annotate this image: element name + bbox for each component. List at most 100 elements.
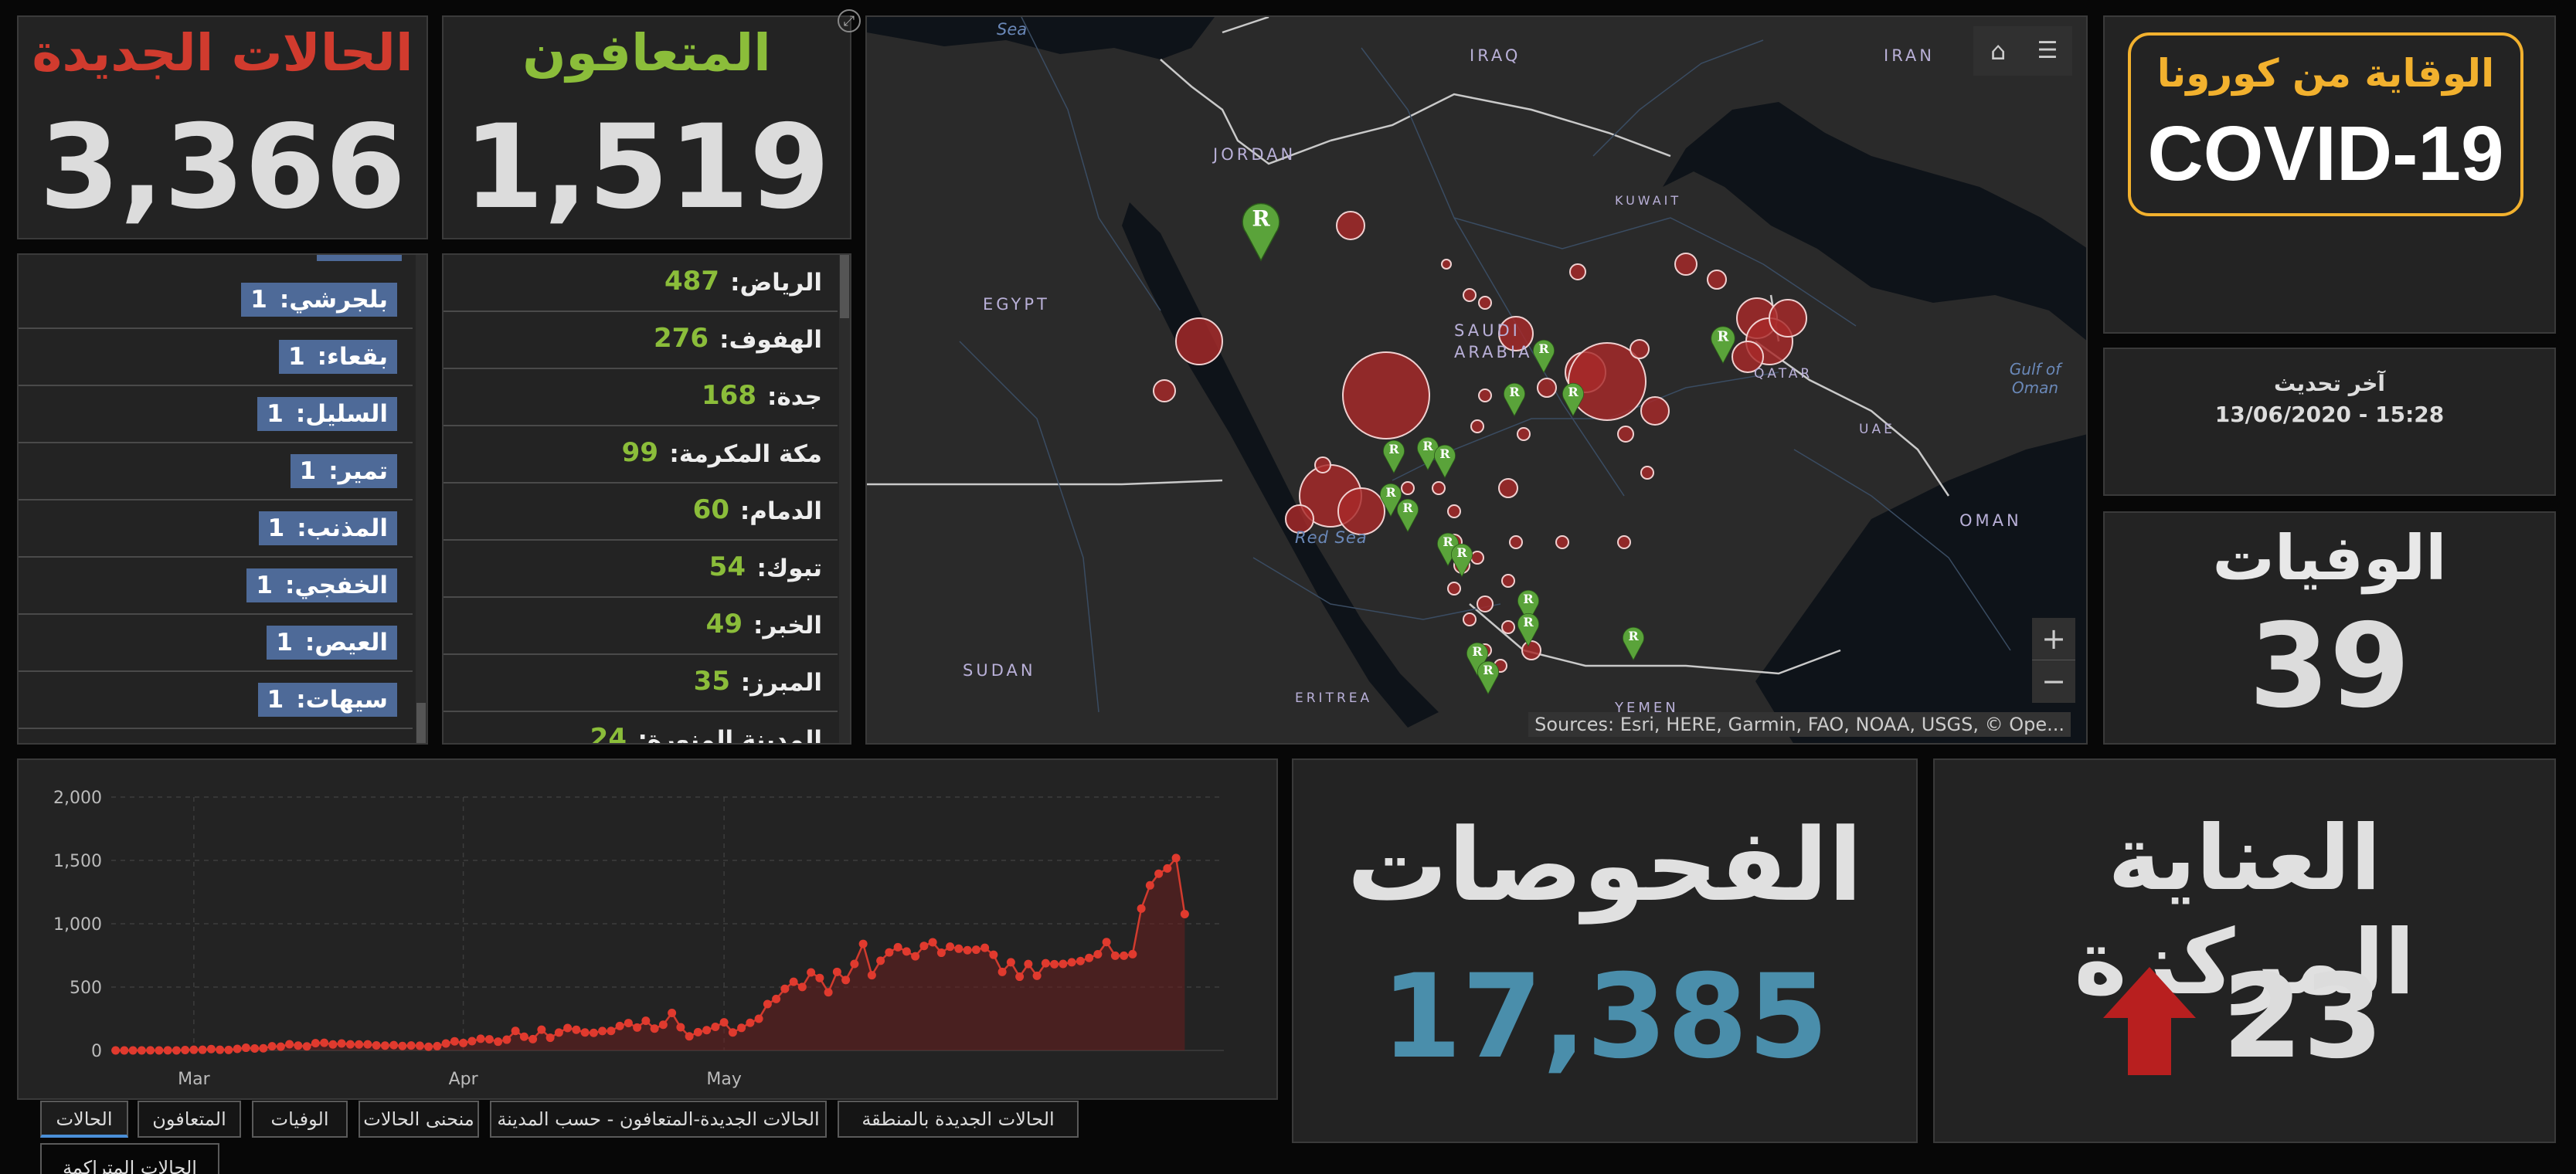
zoom-out-button[interactable]: − [2041,664,2066,698]
list-item[interactable]: تبوك: 54 [443,541,838,598]
case-circle[interactable] [1447,582,1461,595]
case-circle[interactable] [1707,270,1727,290]
recovery-marker[interactable]: R [1451,543,1473,578]
case-circle[interactable] [1509,535,1523,549]
icu-panel: العناية المركزة 23 [1933,758,2556,1143]
recovery-marker[interactable]: R [1517,589,1539,624]
case-circle[interactable] [1617,426,1634,443]
case-circle[interactable] [1470,551,1484,565]
left-list[interactable]: بلجرشي: 1 بقعاء: 1 السليل: 1 تمير: 1 المذنب: 1 الخ… [19,272,413,745]
list-item[interactable]: السليل: 1 [19,386,413,443]
right-list[interactable]: الرياض: 487 الهفوف: 276 جدة: 168 مكة المكرمة: 9… [443,255,838,743]
case-circle[interactable] [1463,612,1477,626]
recovery-marker[interactable]: R [1504,382,1525,417]
tab-5[interactable]: الحالات الجديدة بالمنطقة [838,1101,1079,1138]
tab-4[interactable]: الحالات الجديدة-المتعافون - حسب المدينة [490,1101,827,1138]
mediterranean-water [867,17,1215,59]
recovery-marker[interactable]: R [1380,483,1402,517]
tab-2[interactable]: الوفيات [252,1101,348,1138]
case-circle[interactable] [1336,211,1365,240]
recovery-marker[interactable]: R [1466,642,1488,677]
case-circle[interactable] [1640,396,1670,426]
left-list-scrollbar[interactable] [416,255,427,743]
list-item[interactable]: المذنب: 1 [19,500,413,558]
case-circle[interactable] [1285,504,1314,534]
x-tick-label: May [706,1070,741,1089]
tab-3[interactable]: منحنى الحالات [359,1101,479,1138]
tab-1[interactable]: المتعافون [138,1101,241,1138]
data-point [294,1041,303,1050]
zoom-in-button[interactable]: + [2032,618,2075,660]
recovery-marker[interactable]: R [1711,326,1735,365]
case-circle[interactable] [1470,419,1484,433]
list-item[interactable]: الخبر: 49 [443,598,838,655]
case-circle[interactable] [1617,535,1631,549]
case-circle[interactable] [1517,427,1531,441]
case-circle[interactable] [1441,259,1452,270]
legend-list-icon[interactable]: ☰ [2037,37,2058,64]
case-circle[interactable] [1401,481,1415,495]
list-item[interactable]: تمير: 1 [19,443,413,500]
daily-cases-chart[interactable]: 0 500 1,000 1,500 2,000 Mar Apr May [19,760,1276,1098]
map-attribution[interactable]: Sources: Esri, HERE, Garmin, FAO, NOAA, … [1528,712,2071,737]
case-circle[interactable] [1569,263,1586,280]
case-circle[interactable] [1477,595,1494,612]
recovery-marker[interactable]: R [1562,382,1584,417]
recovery-marker[interactable]: R [1397,498,1419,533]
case-circle[interactable] [1731,341,1764,373]
home-icon[interactable]: ⌂ [1990,36,2007,66]
case-circle[interactable] [1498,316,1534,351]
recovery-marker[interactable]: R [1434,444,1456,479]
case-circle[interactable] [1769,299,1807,338]
recovery-marker[interactable]: R [1383,439,1405,474]
case-circle[interactable] [1555,535,1569,549]
list-item[interactable]: سيهات: 1 [19,672,413,729]
data-point [337,1039,346,1048]
list-item[interactable]: الخفجي: 1 [19,558,413,615]
case-circle[interactable] [1337,487,1385,535]
case-circle[interactable] [1674,253,1698,276]
icu-value: 23 [2222,950,2384,1084]
recovery-marker[interactable]: R [1517,612,1539,647]
tab-0[interactable]: الحالات [40,1101,128,1138]
case-circle[interactable] [1432,481,1446,495]
case-circle[interactable] [1630,339,1650,359]
left-list-scroll-thumb[interactable] [416,703,426,743]
case-circle[interactable] [1342,351,1430,439]
case-circle[interactable] [1521,640,1541,660]
recovery-marker[interactable]: R [1623,626,1644,661]
list-item[interactable]: الهفوف: 276 [443,312,838,369]
case-circle[interactable] [1568,342,1647,421]
list-item[interactable]: المدينة المنورة: 24 [443,712,838,743]
list-item[interactable]: الرياض: 487 [443,255,838,312]
case-circle[interactable] [1501,574,1515,588]
recovery-marker[interactable]: R [1477,660,1499,695]
list-item[interactable]: بلجرشي: 1 [19,272,413,329]
case-circle[interactable] [1537,378,1557,398]
list-item[interactable]: المبرز: 35 [443,655,838,712]
case-circle[interactable] [1478,296,1492,310]
case-circle[interactable] [1314,456,1331,473]
list-item[interactable]: الدمام: 60 [443,484,838,541]
list-item[interactable]: مكة المكرمة: 99 [443,426,838,484]
expand-icon[interactable]: ⤢ [838,9,861,32]
case-circle[interactable] [1478,389,1492,402]
recovery-marker[interactable]: R [1533,339,1555,374]
case-circle[interactable] [1640,466,1654,480]
case-circle[interactable] [1498,478,1518,498]
case-circle[interactable] [1447,504,1461,518]
case-circle[interactable] [1153,379,1176,402]
recovery-marker[interactable]: R [1417,436,1439,471]
right-list-scrollbar[interactable] [839,255,850,743]
tab-overflow[interactable]: الحالات المتراكمة [40,1143,219,1174]
list-item[interactable]: بقعاء: 1 [19,329,413,386]
list-item[interactable]: جدة: 168 [443,369,838,426]
case-circle[interactable] [1501,620,1515,634]
case-circle[interactable] [1463,288,1477,302]
right-list-scroll-thumb[interactable] [840,255,849,318]
case-circle[interactable] [1175,317,1223,365]
recovery-marker[interactable]: R [1242,202,1280,262]
list-item[interactable]: العيص: 1 [19,615,413,672]
